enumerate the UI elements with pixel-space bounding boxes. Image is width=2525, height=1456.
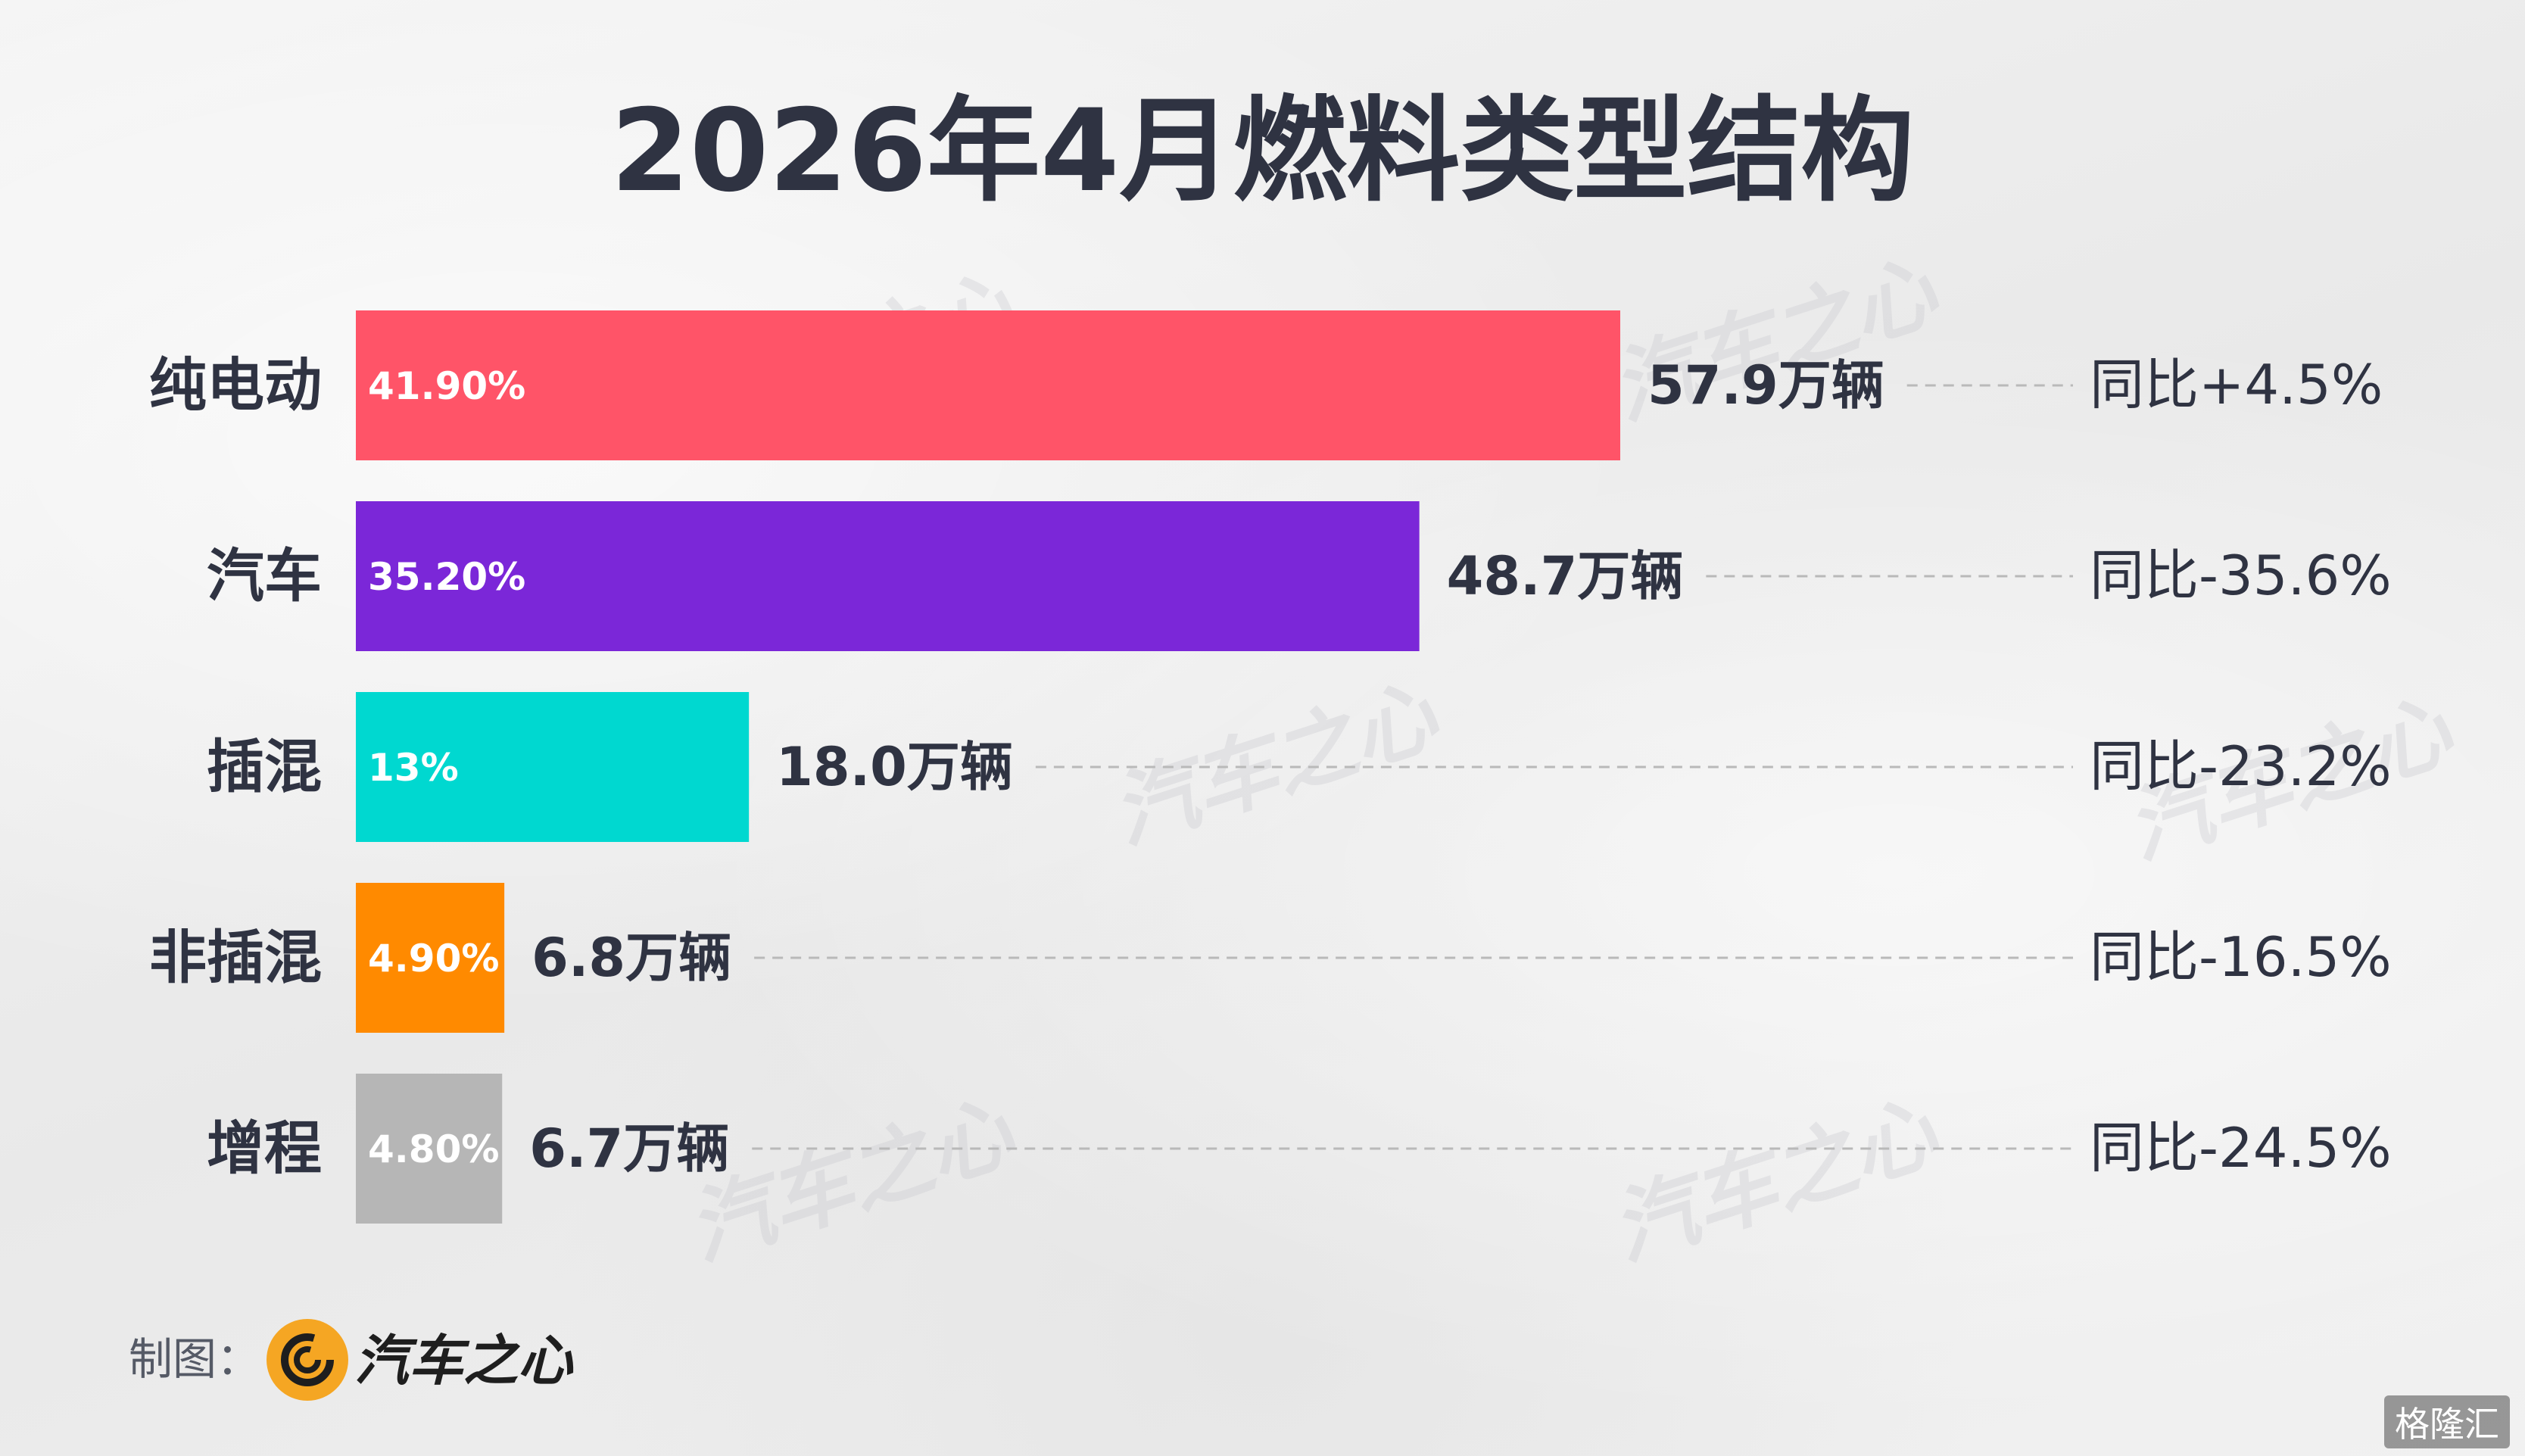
category-label: 增程 — [207, 1115, 322, 1182]
yoy-label: 同比-24.5% — [2090, 1116, 2392, 1180]
value-label: 18.0万辆 — [776, 736, 1013, 798]
yoy-label: 同比+4.5% — [2090, 353, 2383, 416]
bar — [356, 501, 1420, 651]
bar — [356, 310, 1620, 460]
value-label: 57.9万辆 — [1647, 354, 1884, 416]
category-label: 非插混 — [149, 924, 322, 991]
footer-label: 制图： — [129, 1333, 261, 1385]
yoy-label: 同比-23.2% — [2090, 734, 2392, 798]
yoy-label: 同比-35.6% — [2090, 544, 2392, 607]
value-label: 6.7万辆 — [529, 1118, 729, 1180]
brand-logo-icon — [267, 1319, 348, 1401]
share-label: 4.90% — [368, 937, 499, 981]
chart-title: 2026年4月燃料类型结构 — [610, 86, 1915, 217]
share-label: 35.20% — [368, 555, 525, 599]
bar — [356, 1074, 503, 1224]
corner-mark: 格隆汇 — [2384, 1395, 2510, 1448]
share-label: 41.90% — [368, 364, 525, 408]
bar — [356, 692, 750, 842]
category-label: 汽车 — [207, 542, 322, 610]
category-label: 插混 — [207, 733, 322, 800]
value-label: 48.7万辆 — [1447, 545, 1684, 607]
yoy-label: 同比-16.5% — [2090, 925, 2392, 989]
share-label: 13% — [368, 746, 459, 790]
bar — [356, 883, 505, 1033]
category-label: 纯电动 — [149, 351, 322, 419]
share-label: 4.80% — [368, 1127, 499, 1171]
brand-name: 汽车之心 — [354, 1329, 573, 1392]
value-label: 6.8万辆 — [531, 927, 731, 989]
